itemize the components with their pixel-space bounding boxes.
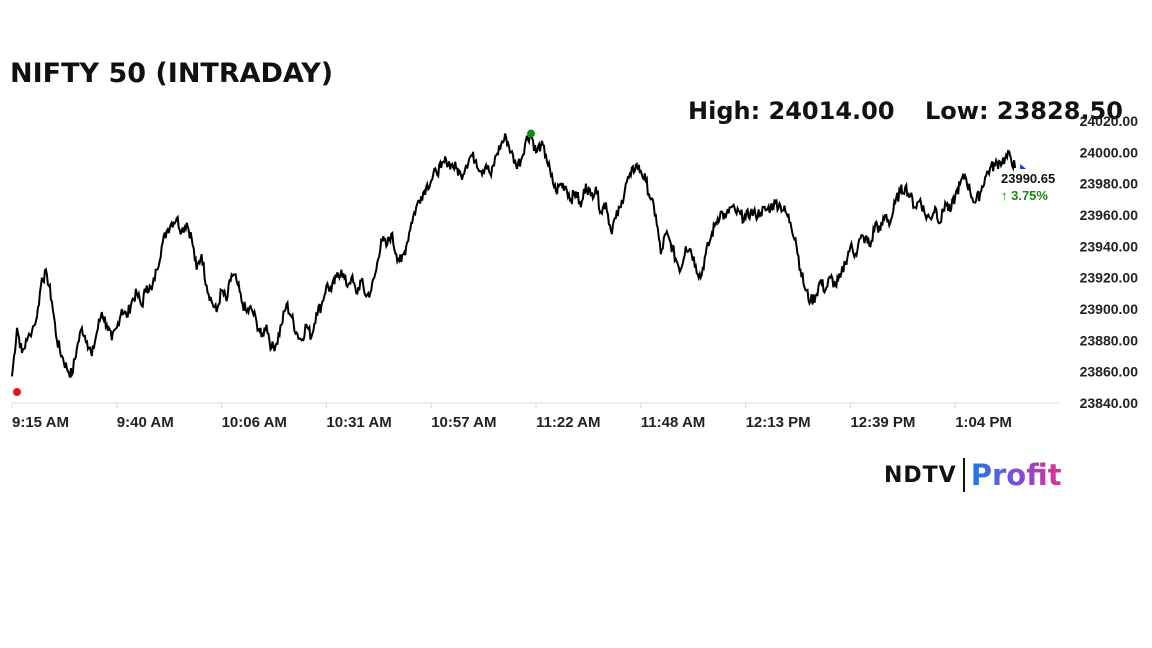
high-marker [527,129,536,138]
y-tick-label: 23940.00 [1080,238,1139,254]
chart-title: NIFTY 50 (INTRADAY) [10,58,334,89]
x-tick-label: 12:13 PM [746,414,811,431]
x-tick-label: 1:04 PM [955,414,1012,431]
x-tick-label: 11:22 AM [536,414,600,431]
y-tick-label: 23860.00 [1080,364,1139,380]
y-tick-label: 23900.00 [1080,301,1139,317]
markers [13,129,1027,397]
y-tick-label: 23980.00 [1080,176,1139,192]
y-tick-label: 23960.00 [1080,207,1139,223]
x-axis: 9:15 AM 9:40 AM 10:06 AM 10:31 AM 10:57 AM 11… [11,403,1012,431]
high-value: High: 24014.00 [688,97,895,125]
y-tick-label: 23840.00 [1080,395,1139,411]
y-tick-label: 23920.00 [1080,270,1139,286]
change-label: ↑ 3.75% [1001,188,1048,203]
ndtv-profit-logo: NDTV Profit [884,455,1062,495]
x-tick-label: 11:48 AM [641,414,705,431]
x-tick-label: 10:31 AM [326,414,391,431]
x-tick-label: 10:06 AM [222,414,287,431]
x-tick-label: 9:40 AM [117,414,174,431]
x-tick-label: 10:57 AM [431,414,496,431]
last-marker [1020,164,1027,169]
y-tick-label: 24020.00 [1080,113,1139,129]
logo-divider [962,458,965,492]
logo-profit-text: Profit [970,458,1062,492]
x-tick-label: 12:39 PM [850,414,915,431]
last-price-label: 23990.65 [1001,171,1055,186]
y-axis: 23840.00 23860.00 23880.00 23900.00 23920.00… [1080,113,1139,411]
logo-ndtv-text: NDTV [884,462,957,488]
low-value: Low: 23828.50 [925,97,1123,125]
x-tick-label: 9:15 AM [12,414,69,431]
y-tick-label: 23880.00 [1080,332,1139,348]
low-marker [13,388,21,397]
y-tick-label: 24000.00 [1080,144,1139,160]
price-line [11,131,1017,379]
